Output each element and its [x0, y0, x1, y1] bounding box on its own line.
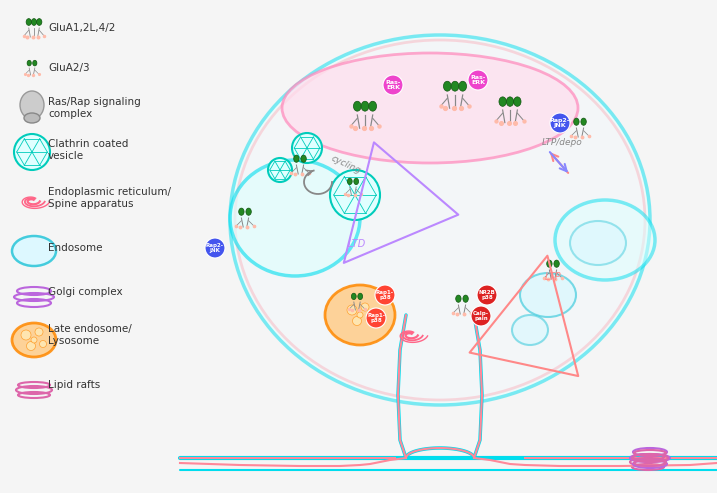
Ellipse shape [246, 208, 251, 215]
Ellipse shape [499, 97, 506, 106]
Text: Endoplasmic reticulum/
Spine apparatus: Endoplasmic reticulum/ Spine apparatus [48, 187, 171, 209]
Circle shape [205, 238, 225, 258]
Ellipse shape [554, 260, 559, 267]
Ellipse shape [37, 19, 42, 25]
Text: GluA1,2L,4/2: GluA1,2L,4/2 [48, 23, 115, 33]
Ellipse shape [325, 285, 395, 345]
Ellipse shape [32, 19, 37, 25]
Ellipse shape [520, 273, 576, 317]
Ellipse shape [230, 160, 360, 276]
Ellipse shape [282, 53, 578, 163]
Circle shape [366, 316, 373, 322]
Circle shape [330, 170, 380, 220]
Ellipse shape [348, 178, 352, 184]
Ellipse shape [574, 118, 579, 125]
Ellipse shape [451, 81, 459, 91]
Ellipse shape [294, 155, 299, 162]
Circle shape [550, 113, 570, 133]
Text: Ras-
ERK: Ras- ERK [385, 79, 401, 90]
Circle shape [21, 330, 31, 340]
Ellipse shape [353, 178, 358, 184]
Circle shape [383, 75, 403, 95]
Ellipse shape [12, 236, 56, 266]
Ellipse shape [570, 221, 626, 265]
Ellipse shape [33, 60, 37, 66]
Text: Rap1-
p38: Rap1- p38 [376, 289, 394, 300]
Circle shape [477, 285, 497, 305]
Ellipse shape [512, 315, 548, 345]
Circle shape [375, 285, 395, 305]
Circle shape [35, 328, 43, 336]
Ellipse shape [513, 97, 521, 106]
Ellipse shape [555, 200, 655, 280]
Text: LTP: LTP [545, 272, 561, 282]
Text: GluA2/3: GluA2/3 [48, 63, 90, 73]
Ellipse shape [12, 323, 56, 357]
Text: Clathrin coated
vesicle: Clathrin coated vesicle [48, 139, 128, 161]
Circle shape [268, 158, 292, 182]
Circle shape [468, 70, 488, 90]
Circle shape [353, 317, 361, 325]
Ellipse shape [443, 81, 451, 91]
Ellipse shape [369, 101, 376, 111]
Ellipse shape [463, 295, 468, 302]
Circle shape [292, 133, 322, 163]
Circle shape [366, 308, 386, 328]
Text: Ras/Rap signaling
complex: Ras/Rap signaling complex [48, 97, 141, 119]
Circle shape [27, 342, 36, 351]
Text: NR2B
p38: NR2B p38 [478, 289, 495, 300]
Text: Calp-
pain: Calp- pain [473, 311, 489, 321]
Ellipse shape [358, 293, 363, 300]
Text: Rap2-
JNK: Rap2- JNK [550, 118, 570, 128]
Text: Rap2-
JNK: Rap2- JNK [206, 243, 224, 253]
Ellipse shape [24, 113, 40, 123]
Text: Late endosome/
Lysosome: Late endosome/ Lysosome [48, 324, 132, 346]
Ellipse shape [239, 208, 244, 215]
Text: Golgi complex: Golgi complex [48, 287, 123, 297]
Ellipse shape [235, 40, 645, 400]
Ellipse shape [27, 60, 32, 66]
Circle shape [31, 337, 37, 343]
Circle shape [357, 312, 363, 318]
Text: LTD: LTD [348, 239, 366, 249]
Ellipse shape [353, 101, 361, 111]
Text: cycling: cycling [330, 153, 363, 175]
Ellipse shape [506, 97, 513, 106]
Text: Ras-
ERK: Ras- ERK [470, 74, 485, 85]
Ellipse shape [230, 35, 650, 405]
Ellipse shape [351, 293, 356, 300]
Circle shape [14, 134, 50, 170]
Text: LTP/depo: LTP/depo [542, 138, 583, 147]
Circle shape [347, 305, 357, 315]
Ellipse shape [361, 101, 369, 111]
Circle shape [361, 303, 369, 311]
Ellipse shape [456, 295, 461, 302]
Circle shape [471, 306, 491, 326]
Circle shape [39, 341, 47, 348]
Text: Rap1-
p38: Rap1- p38 [367, 313, 385, 323]
Text: Endosome: Endosome [48, 243, 103, 253]
Ellipse shape [459, 81, 467, 91]
Ellipse shape [26, 19, 32, 25]
Text: Lipid rafts: Lipid rafts [48, 380, 100, 390]
Ellipse shape [546, 260, 552, 267]
Ellipse shape [301, 155, 306, 162]
Ellipse shape [581, 118, 587, 125]
Ellipse shape [20, 91, 44, 119]
